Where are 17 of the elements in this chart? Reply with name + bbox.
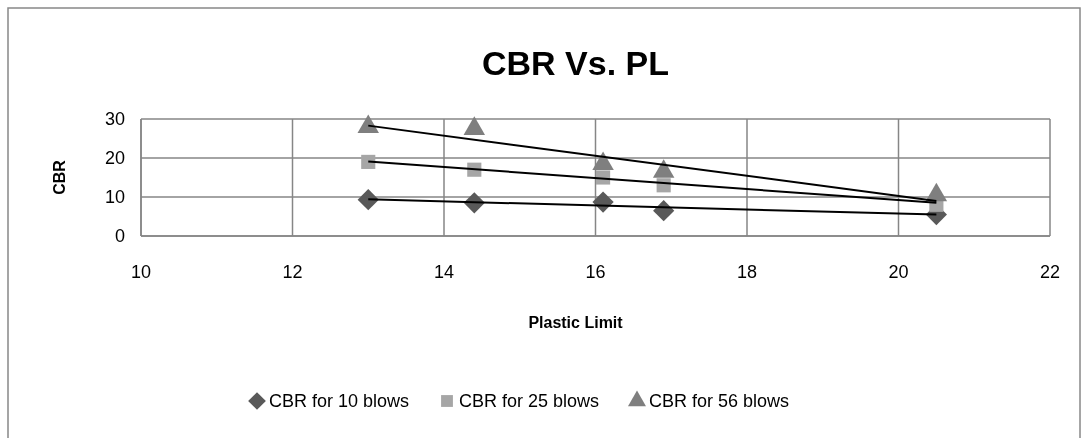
y-tick-label: 20 bbox=[104, 148, 125, 168]
x-tick-label: 20 bbox=[888, 262, 909, 282]
x-tick-label: 22 bbox=[1039, 262, 1061, 282]
y-axis-title: CBR bbox=[51, 159, 68, 195]
y-tick-label: 10 bbox=[104, 187, 125, 207]
legend-label: CBR for 25 blows bbox=[459, 391, 600, 411]
legend-label: CBR for 56 blows bbox=[649, 391, 790, 411]
x-tick-label: 16 bbox=[585, 262, 606, 282]
x-axis-title: Plastic Limit bbox=[528, 314, 624, 331]
x-tick-label: 10 bbox=[130, 262, 152, 282]
x-tick-label: 12 bbox=[282, 262, 303, 282]
x-tick-label: 14 bbox=[433, 262, 455, 282]
chart-title: CBR Vs. PL bbox=[481, 44, 670, 82]
y-tick-label: 30 bbox=[104, 109, 125, 129]
x-tick-label: 18 bbox=[736, 262, 758, 282]
y-tick-label: 0 bbox=[114, 226, 125, 246]
legend-label: CBR for 10 blows bbox=[269, 391, 410, 411]
